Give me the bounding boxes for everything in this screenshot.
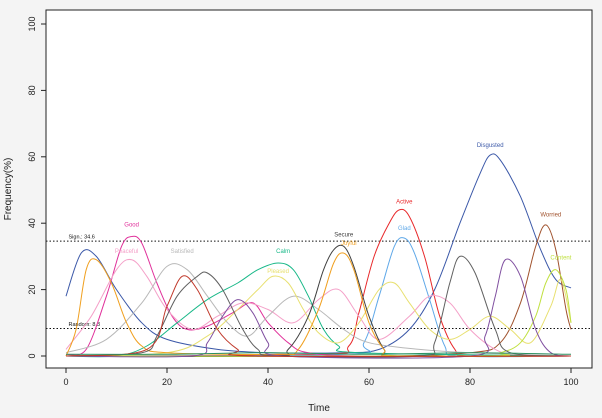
y-tick-label: 60 — [27, 152, 37, 162]
curve-labels: Good Peaceful Satisfied Calm Pleased Secure Jo… — [115, 143, 572, 275]
y-tick-label: 0 — [27, 353, 37, 358]
curve-label-glad: Glad — [398, 226, 411, 232]
series-curve — [65, 352, 572, 355]
x-axis-title: Time — [308, 403, 330, 414]
x-tick-label: 60 — [364, 377, 374, 387]
axes: 0 20 40 60 80 100 0 20 40 60 80 100 — [27, 16, 579, 387]
reference-line-label: Sign.: 34.6 — [69, 235, 95, 241]
series-curve — [65, 258, 572, 359]
y-axis-title: Frequency(%) — [3, 158, 14, 221]
curve-label-joyful: Joyful — [341, 241, 357, 247]
series-curve-active — [65, 208, 572, 357]
series-curve-satisfied — [65, 263, 572, 357]
y-tick-label: 20 — [27, 285, 37, 295]
series-curves — [65, 153, 572, 359]
reference-line-label: Random: 8.3 — [69, 322, 101, 328]
curve-label-satisfied: Satisfied — [171, 249, 194, 255]
curve-label-peaceful: Peaceful — [115, 249, 138, 255]
curve-label-worried: Worried — [540, 213, 561, 219]
series-curve-pleased — [65, 275, 572, 357]
x-tick-label: 80 — [465, 377, 475, 387]
series-curve-joyful — [65, 252, 572, 357]
curve-label-pleased: Pleased — [267, 269, 289, 275]
y-tick-label: 100 — [27, 16, 37, 31]
x-tick-label: 20 — [162, 377, 172, 387]
series-curve — [65, 255, 572, 358]
series-curve-disgusted — [65, 153, 572, 354]
curve-label-disgusted: Disgusted — [477, 143, 504, 149]
plot-area — [45, 9, 593, 369]
x-tick-label: 100 — [563, 377, 578, 387]
series-curve — [65, 275, 572, 357]
y-tick-label: 80 — [27, 85, 37, 95]
x-tick-label: 0 — [63, 377, 68, 387]
y-tick-label: 40 — [27, 218, 37, 228]
curve-label-good: Good — [124, 223, 139, 229]
reference-lines: Sign.: 34.6 Random: 8.3 — [46, 235, 592, 329]
series-curve-peaceful — [65, 258, 572, 357]
curve-label-secure: Secure — [334, 232, 354, 238]
x-tick-label: 40 — [263, 377, 273, 387]
curve-label-calm: Calm — [276, 249, 290, 255]
curve-label-active: Active — [396, 199, 413, 205]
curve-label-content: Content — [550, 256, 571, 262]
